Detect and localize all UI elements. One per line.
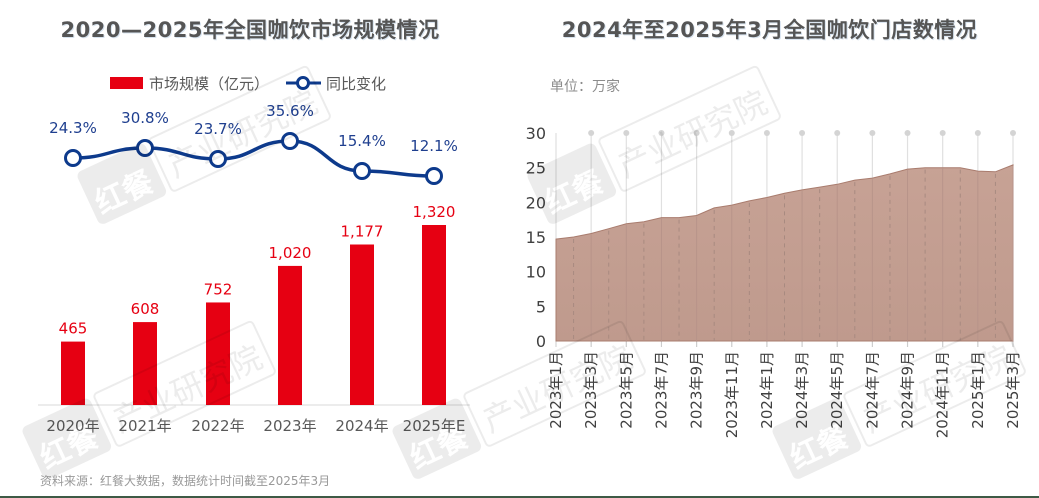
yoy-marker-icon [64, 149, 82, 167]
y-tick-label: 10 [526, 263, 546, 282]
chart-legend: 市场规模（亿元） 同比变化 [110, 75, 386, 93]
yoy-markers [64, 132, 443, 185]
x-tick-label: 2024年9月 [899, 351, 917, 429]
x-tick-label: 2025年1月 [969, 351, 987, 429]
bottom-divider [0, 496, 1039, 498]
gridline-dot-icon [658, 130, 665, 136]
y-tick-label: 0 [536, 332, 546, 351]
gridline-dot-icon [939, 130, 946, 136]
source-footnote: 资料来源：红餐大数据，数据统计时间截至2025年3月 [40, 474, 331, 488]
yoy-marker-icon [209, 150, 227, 168]
bar [61, 341, 85, 405]
bar-value-label: 1,177 [341, 223, 384, 241]
gridline-dot-icon [904, 130, 911, 136]
gridline-dot-icon [869, 130, 876, 136]
y-tick-label: 5 [536, 297, 546, 316]
bar-value-label: 1,320 [413, 203, 456, 221]
x-tick-label: 2025年3月 [1004, 351, 1022, 429]
legend-line-label: 同比变化 [326, 75, 386, 93]
dashed-gridlines [573, 165, 1014, 341]
market-size-chart-title: 2020—2025年全国咖饮市场规模情况 [60, 18, 440, 42]
store-count-chart-title: 2024年至2025年3月全国咖饮门店数情况 [561, 18, 978, 42]
store-count-chart: 0 5 10 15 20 25 30 2023年1月 2023年3月 2023年5月 2023年7… [526, 124, 1022, 438]
yoy-value-label: 24.3% [49, 119, 97, 137]
bar-value-label: 465 [59, 320, 88, 338]
x-tick-label: 2024年3月 [793, 351, 811, 429]
gridline-dot-icon [799, 130, 806, 136]
x-axis-labels: 2020年 2021年 2022年 2023年 2024年 2025年E [46, 417, 465, 435]
legend-line-marker-icon [296, 76, 310, 90]
bar-value-labels: 465 608 752 1,020 1,177 1,320 [59, 203, 456, 338]
market-size-panel: 2020—2025年全国咖饮市场规模情况 市场规模（亿元） 同比变化 465 60… [38, 18, 470, 435]
x-tick-label: 2024年7月 [863, 351, 881, 429]
gridline-dot-icon [834, 130, 841, 136]
yoy-marker-icon [136, 139, 154, 157]
yoy-value-label: 23.7% [194, 120, 242, 138]
x-category-label: 2023年 [263, 417, 316, 435]
bar [350, 244, 374, 405]
x-category-label: 2024年 [335, 417, 388, 435]
gridline-dot-icon [588, 130, 595, 136]
bar-value-label: 752 [204, 280, 233, 298]
gridline-dot-icon [1010, 130, 1016, 136]
x-axis-labels: 2023年1月 2023年3月 2023年5月 2023年7月 2023年9月 2023年… [547, 351, 1022, 438]
y-tick-label: 15 [526, 228, 546, 247]
bar [133, 322, 157, 405]
x-category-label: 2021年 [118, 417, 171, 435]
yoy-marker-icon [425, 167, 443, 185]
x-category-label: 2025年E [403, 417, 466, 435]
yoy-marker-icon [353, 162, 371, 180]
yoy-value-label: 30.8% [121, 109, 169, 127]
unit-label: 单位：万家 [550, 79, 620, 95]
yoy-value-label: 35.6% [266, 102, 314, 120]
gridline-dot-icon [974, 130, 981, 136]
gridline-dot-icon [623, 130, 630, 136]
x-tick-label: 2023年7月 [652, 351, 670, 429]
bar [278, 265, 302, 405]
x-tick-label: 2023年9月 [688, 351, 706, 429]
x-category-label: 2020年 [46, 417, 99, 435]
bar-value-label: 1,020 [269, 244, 312, 262]
x-tick-label: 2023年1月 [547, 351, 565, 429]
x-tick-label: 2024年5月 [828, 351, 846, 429]
market-size-chart: 市场规模（亿元） 同比变化 465 608 752 1,020 1,177 1,320 2… [38, 75, 470, 435]
gridline-dot-icon [693, 130, 700, 136]
gridline-dot-icon [763, 130, 770, 136]
x-tick-label: 2024年1月 [758, 351, 776, 429]
x-category-label: 2022年 [191, 417, 244, 435]
legend-bar-swatch-icon [110, 77, 143, 89]
y-tick-label: 20 [526, 193, 546, 212]
y-axis-labels: 0 5 10 15 20 25 30 [526, 124, 546, 351]
legend-bar-label: 市场规模（亿元） [149, 75, 269, 93]
x-tick-label: 2023年5月 [617, 351, 635, 429]
store-count-panel: 2024年至2025年3月全国咖饮门店数情况 单位：万家 0 5 10 15 20 25 3… [520, 0, 1039, 498]
y-tick-label: 25 [526, 159, 546, 178]
bar [422, 225, 446, 405]
gridline-dot-icon [728, 130, 735, 136]
x-tick-label: 2023年3月 [582, 351, 600, 429]
yoy-marker-icon [281, 132, 299, 150]
x-tick-label: 2023年11月 [723, 351, 741, 438]
x-tick-label: 2024年11月 [934, 351, 952, 438]
y-tick-label: 30 [526, 124, 546, 143]
bar [206, 302, 230, 405]
yoy-value-label: 12.1% [410, 137, 458, 155]
bar-value-label: 608 [131, 300, 160, 318]
bar-series [61, 225, 446, 405]
yoy-value-labels: 24.3% 30.8% 23.7% 35.6% 15.4% 12.1% [49, 102, 458, 155]
yoy-value-label: 15.4% [338, 132, 386, 150]
